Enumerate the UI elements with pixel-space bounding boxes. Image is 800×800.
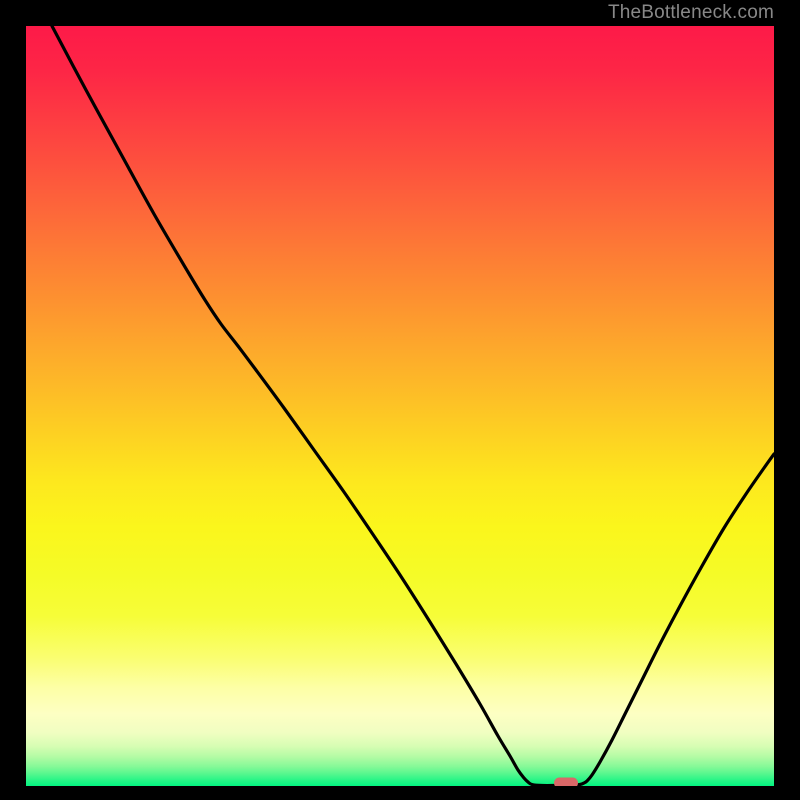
- watermark-text: TheBottleneck.com: [608, 2, 774, 24]
- optimum-marker: [26, 26, 774, 786]
- plot-area: [26, 26, 774, 786]
- chart-frame: TheBottleneck.com: [0, 0, 800, 800]
